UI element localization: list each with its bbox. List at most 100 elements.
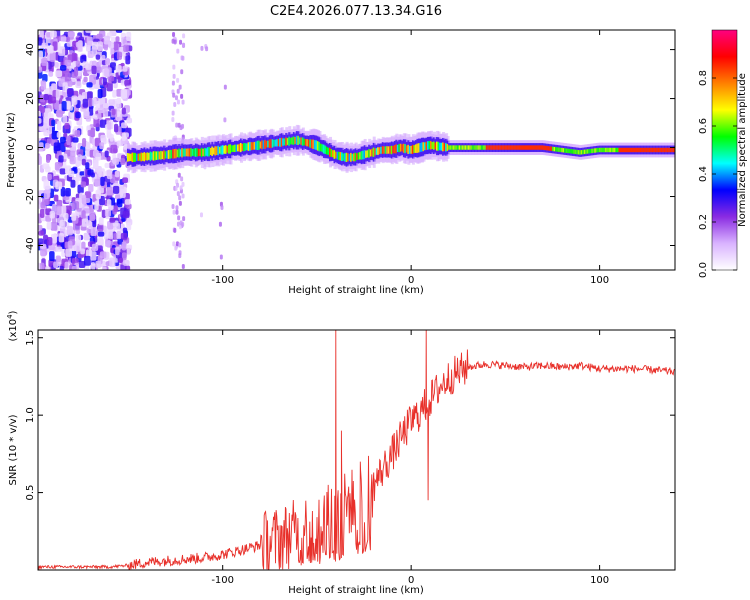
heatmap-cell — [193, 148, 197, 157]
heatmap-cell — [645, 147, 649, 153]
heatmap-cell — [455, 145, 459, 150]
heatmap-cell — [94, 180, 102, 187]
heatmap-cell — [66, 88, 73, 95]
heatmap-cell — [473, 145, 477, 150]
heatmap-cell — [98, 97, 105, 105]
heatmap-cell — [304, 139, 308, 146]
heatmap-cell — [99, 251, 107, 259]
heatmap-cell — [66, 225, 73, 236]
heatmap-cell — [38, 224, 43, 231]
heatmap-cell — [392, 145, 396, 154]
heatmap-cell — [116, 51, 123, 60]
heatmap-cell — [295, 135, 299, 145]
heatmap-cell — [384, 146, 388, 154]
heatmap-cell — [143, 152, 147, 162]
heatmap-cell — [227, 144, 231, 154]
heatmap-cell — [121, 132, 127, 141]
heatmap-cell — [642, 147, 646, 153]
heatmap-cell — [86, 36, 93, 47]
heatmap-cell — [318, 141, 322, 152]
heatmap-cell — [650, 147, 654, 153]
heatmap-cell — [335, 151, 339, 159]
heatmap-cell — [97, 89, 103, 99]
heatmap-cell — [176, 191, 180, 197]
snr-panel: -100 0 100 0.5 1.0 1.5 Height of straight li… — [6, 310, 676, 596]
heatmap-cell — [115, 246, 120, 256]
heatmap-cell — [94, 200, 99, 211]
heatmap-cell — [64, 72, 71, 82]
heatmap-cell — [98, 235, 104, 245]
heatmap-cell — [303, 138, 307, 146]
heatmap-cell — [288, 136, 292, 146]
heatmap-cell — [478, 145, 482, 150]
heatmap-cell — [171, 80, 175, 86]
heatmap-cell — [65, 188, 71, 197]
heatmap-cell — [307, 139, 311, 147]
heatmap-cell — [490, 145, 494, 150]
heatmap-cell — [665, 147, 669, 153]
heatmap-cell — [118, 257, 123, 264]
heatmap-cell — [182, 216, 186, 222]
heatmap-cell — [644, 147, 648, 153]
heatmap-cell — [39, 243, 47, 249]
heatmap-cell — [199, 212, 203, 218]
heatmap-cell — [360, 151, 364, 160]
heatmap-cell — [81, 210, 86, 220]
heatmap-cell — [283, 138, 287, 146]
heatmap-cell — [550, 146, 554, 151]
heatmap-cell — [49, 210, 56, 219]
heatmap-cell — [75, 111, 81, 119]
heatmap-cell — [502, 145, 506, 150]
heatmap-cell — [436, 141, 440, 151]
heatmap-cell — [410, 145, 414, 154]
heatmap-cell — [109, 217, 116, 223]
heatmap-cell — [176, 77, 180, 83]
heatmap-cell — [543, 145, 547, 150]
heatmap-cell — [286, 138, 290, 145]
heatmap-cell — [626, 147, 630, 153]
heatmap-cell — [629, 147, 633, 153]
heatmap-cell — [85, 30, 93, 33]
heatmap-cell — [524, 145, 528, 150]
heatmap-cell — [177, 172, 181, 178]
heatmap-cell — [249, 141, 253, 151]
heatmap-cell — [177, 215, 181, 221]
heatmap-cell — [72, 201, 80, 210]
heatmap-cell — [178, 84, 182, 90]
heatmap-cell — [594, 148, 598, 153]
heatmap-cell — [405, 145, 409, 153]
heatmap-cell — [158, 151, 162, 160]
heatmap-cell — [491, 145, 495, 150]
heatmap-cell — [521, 145, 525, 150]
heatmap-cell — [98, 168, 105, 178]
heatmap-cell — [40, 208, 45, 218]
heatmap-cell — [488, 145, 492, 150]
heatmap-cell — [220, 145, 224, 155]
heatmap-cell — [174, 185, 178, 191]
heatmap-cell — [115, 30, 123, 33]
heatmap-cell — [241, 143, 245, 151]
heatmap-cell — [407, 144, 411, 155]
heatmap-cell — [60, 187, 66, 197]
heatmap-cell — [68, 170, 75, 177]
heatmap-cell — [559, 147, 563, 153]
heatmap-cell — [428, 140, 432, 150]
heatmap-cell — [131, 152, 135, 163]
heatmap-cell — [154, 151, 158, 161]
heatmap-cell — [580, 150, 584, 155]
heatmap-cell — [528, 145, 532, 150]
heatmap-cell — [267, 140, 271, 148]
heatmap-cell — [96, 66, 102, 74]
heatmap-cell — [172, 32, 176, 38]
heatmap-cell — [339, 152, 343, 161]
heatmap-cell — [75, 81, 82, 89]
heatmap-cell — [140, 152, 144, 162]
heatmap-cell — [398, 143, 402, 153]
heatmap-cell — [261, 140, 265, 150]
heatmap-cell — [484, 145, 488, 150]
heatmap-cell — [77, 43, 83, 52]
heatmap-cell — [586, 149, 590, 154]
heatmap-cell — [145, 152, 149, 161]
heatmap-cell — [526, 145, 530, 150]
heatmap-cell — [85, 162, 90, 170]
